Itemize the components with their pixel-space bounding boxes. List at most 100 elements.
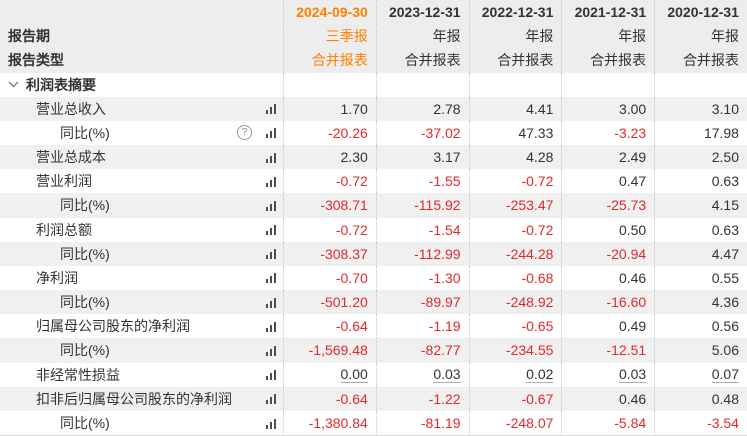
bar-chart-icon[interactable] (266, 224, 276, 236)
value-cell: -3.54 (654, 410, 747, 435)
value: 47.33 (518, 124, 554, 141)
row-label-cell: 净利润 (0, 266, 283, 290)
value: -0.65 (521, 318, 554, 335)
row-label: 同比(%) (60, 415, 110, 431)
value: -1.19 (428, 318, 461, 335)
value-cell: -0.68 (468, 265, 562, 291)
row-icons (266, 418, 283, 429)
value: -89.97 (420, 294, 461, 311)
value: -3.54 (707, 415, 739, 431)
value: -253.47 (505, 197, 554, 214)
value-cell: -115.92 (375, 193, 469, 218)
value-cell: 2.30 (283, 145, 376, 170)
value: 合并报表 (682, 52, 739, 69)
value-cell: 0.00 (283, 362, 376, 387)
row-label: 同比(%) (60, 245, 110, 262)
section-title: 利润表摘要 (26, 76, 96, 93)
question-circle-icon[interactable]: ? (237, 125, 252, 141)
bar-chart-icon[interactable] (266, 369, 276, 381)
value-cell: -1.30 (375, 265, 469, 291)
report-period-row: 报告期 三季报 年报 年报 年报 年报 (0, 24, 747, 49)
bar-chart-icon[interactable] (266, 200, 276, 211)
value-cell: -1.22 (375, 386, 469, 411)
value: 合并报表 (311, 52, 368, 69)
table-row: 同比(%) -1,569.48 -82.77 -234.55 -12.51 5.06 (0, 338, 747, 363)
value: -0.72 (335, 221, 368, 238)
value-link[interactable]: 0.03 (433, 366, 461, 384)
bar-chart-icon[interactable] (266, 152, 276, 163)
value-cell: -253.47 (468, 193, 562, 218)
report-type-value: 合并报表 (283, 48, 376, 73)
bar-chart-icon[interactable] (266, 127, 276, 139)
value-link[interactable]: 0.00 (340, 366, 368, 384)
value: 年报 (710, 28, 739, 45)
date-label: 2023-12-31 (388, 4, 461, 21)
row-label: 营业总收入 (36, 100, 106, 117)
value-cell: -82.77 (375, 338, 469, 363)
value-link[interactable]: 0.03 (618, 366, 647, 384)
row-label-cell: 同比(%) (0, 411, 283, 435)
value: -248.92 (505, 294, 554, 311)
value-cell: 4.36 (654, 290, 747, 315)
value: 合并报表 (404, 52, 461, 69)
value: 4.36 (711, 294, 739, 311)
value-cell: 2.50 (654, 145, 747, 170)
value: -1.30 (428, 269, 461, 286)
value-link[interactable]: 0.07 (711, 366, 739, 384)
chevron-down-icon[interactable] (8, 81, 19, 88)
bar-chart-icon[interactable] (266, 103, 276, 115)
row-icons (266, 152, 283, 163)
bar-chart-icon[interactable] (266, 297, 276, 308)
value-cell: 4.28 (468, 145, 562, 170)
bar-chart-icon[interactable] (266, 418, 276, 429)
value: 年报 (432, 28, 461, 45)
value: 5.06 (711, 342, 739, 359)
value-cell: 17.98 (654, 120, 747, 146)
report-type-label-cell: 报告类型 (0, 48, 283, 72)
row-label: 归属母公司股东的净利润 (36, 318, 190, 335)
value-cell: 0.63 (654, 169, 747, 194)
bar-chart-icon[interactable] (266, 272, 276, 284)
corner-cell (0, 0, 283, 24)
value-link[interactable]: 0.02 (526, 366, 554, 384)
value: -1,569.48 (308, 342, 368, 359)
value: -234.55 (505, 342, 554, 359)
bar-chart-icon[interactable] (266, 176, 276, 187)
value-cell: -25.73 (561, 193, 654, 218)
value-cell: 0.03 (375, 362, 469, 387)
column-header-date: 2023-12-31 (375, 0, 469, 25)
section-income-statement-row[interactable]: 利润表摘要 (0, 72, 747, 97)
bar-chart-icon[interactable] (266, 393, 276, 405)
value-cell: -308.37 (283, 241, 376, 266)
date-label: 2021-12-31 (574, 4, 647, 21)
row-label-cell: 营业总收入 (0, 97, 283, 121)
empty-cell (283, 72, 376, 97)
value: 2.78 (433, 100, 461, 117)
value: 2.30 (340, 149, 368, 166)
row-label-cell: 营业利润 (0, 169, 283, 193)
value: 3.10 (711, 100, 739, 117)
value-cell: 0.55 (654, 265, 747, 291)
value: 合并报表 (497, 52, 554, 69)
value: -12.51 (606, 342, 647, 359)
table-row: 同比(%) -308.71 -115.92 -253.47 -25.73 4.15 (0, 193, 747, 218)
row-icons (266, 200, 283, 211)
bar-chart-icon[interactable] (266, 345, 276, 356)
date-label: 2022-12-31 (481, 4, 554, 21)
report-period-value: 年报 (561, 24, 654, 49)
value: 0.46 (618, 390, 647, 407)
report-type-label: 报告类型 (8, 52, 64, 69)
table-row: 净利润 -0.70 -1.30 -0.68 0.46 0.55 (0, 265, 747, 291)
table-row: 利润总额 -0.72 -1.54 -0.72 0.50 0.63 (0, 217, 747, 242)
bar-chart-icon[interactable] (266, 248, 276, 260)
value-cell: -1.54 (375, 217, 469, 242)
section-header-cell[interactable]: 利润表摘要 (0, 73, 283, 97)
empty-cell (468, 72, 562, 97)
value: -0.67 (521, 390, 554, 407)
value-cell: 4.47 (654, 241, 747, 266)
value-cell: -5.84 (561, 410, 654, 435)
value: 2.50 (711, 149, 739, 166)
value: -244.28 (505, 245, 554, 262)
bar-chart-icon[interactable] (266, 321, 276, 332)
